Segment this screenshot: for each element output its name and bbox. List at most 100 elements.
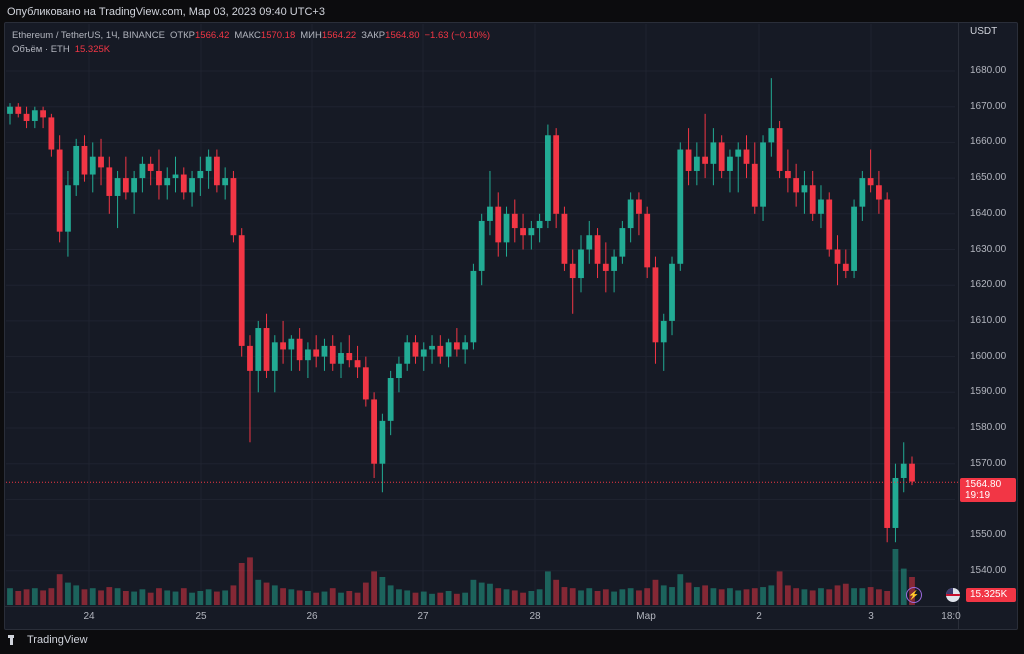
volume-bar (73, 585, 80, 605)
price-tick-label: 1630.00 (970, 243, 1007, 255)
volume-bar (867, 587, 874, 605)
volume-bar (594, 591, 601, 605)
volume-bar (718, 589, 725, 605)
candle-body (677, 149, 684, 264)
candle-body (760, 142, 766, 207)
volume-bar (784, 585, 791, 605)
candle-body (412, 342, 419, 357)
candle-body (73, 145, 80, 186)
volume-bar (156, 588, 162, 605)
candle-countdown: 19:19 (965, 490, 991, 501)
candle-body (619, 228, 626, 257)
tradingview-logo-icon (8, 635, 23, 645)
volume-bar (213, 591, 220, 605)
price-tick-label: 1540.00 (970, 564, 1007, 576)
volume-bar (65, 582, 71, 605)
candle-body (536, 220, 543, 229)
candle-body (354, 360, 361, 368)
last-price-value: 1564.80 (965, 479, 1002, 490)
candle-body (305, 349, 311, 361)
volume-bar (205, 589, 212, 605)
volume-bar (122, 591, 129, 605)
candle-body (768, 128, 775, 143)
volume-bar (859, 588, 866, 605)
volume-bar (238, 563, 245, 605)
candle-body (247, 345, 253, 371)
candle-body (437, 345, 444, 357)
candle-body (718, 142, 725, 171)
candle-body (544, 135, 551, 221)
volume-bar (627, 588, 634, 605)
volume-bar (652, 579, 659, 605)
candle-body (48, 117, 55, 150)
candle-body (296, 338, 303, 361)
volume-bar (48, 588, 55, 605)
volume-label[interactable]: Объём · ETH (12, 43, 70, 55)
candle-body (213, 156, 220, 186)
open-label: ОТКР (169, 29, 196, 41)
candle-body (594, 235, 601, 264)
last-price-tag: 1564.80 19:19 (960, 478, 1016, 502)
lightning-icon[interactable]: ⚡ (906, 587, 922, 603)
candle-body (528, 228, 535, 236)
candle-body (644, 213, 651, 268)
price-axis[interactable] (958, 22, 1017, 629)
volume-bar (338, 592, 344, 605)
volume-bar (412, 592, 419, 605)
time-tick-label: 28 (529, 611, 541, 622)
volume-bar (106, 587, 113, 605)
volume-bar (511, 590, 518, 605)
candle-body (89, 156, 96, 175)
candle-body (122, 178, 129, 193)
volume-bar (536, 589, 543, 605)
volume-bar (818, 588, 824, 605)
volume-bar (495, 588, 502, 605)
volume-bar (429, 593, 435, 605)
candle-body (362, 367, 369, 400)
candle-body (503, 213, 510, 243)
volume-bar (602, 589, 609, 605)
candle-body (818, 199, 824, 214)
candle-body (478, 220, 485, 271)
candle-body (611, 256, 617, 271)
volume-bar (834, 585, 841, 605)
volume-value: 15.325K (74, 43, 111, 55)
volume-bar (98, 590, 104, 605)
volume-bar (619, 589, 626, 605)
candle-body (487, 206, 493, 221)
candle-body (23, 113, 30, 121)
candle-body (313, 349, 320, 357)
candle-body (205, 156, 212, 171)
volume-bar (743, 589, 750, 605)
volume-bar (420, 591, 427, 605)
footer-brand[interactable]: TradingView (8, 634, 88, 646)
chart-legend: Ethereum / TetherUS, 1Ч, BINANCE ОТКР 156… (12, 28, 490, 56)
chart-frame[interactable] (4, 22, 1018, 630)
price-tick-label: 1670.00 (970, 100, 1007, 112)
price-tick-label: 1640.00 (970, 207, 1007, 219)
volume-bar (346, 591, 353, 605)
candle-body (387, 378, 394, 421)
candle-body (834, 249, 841, 264)
candle-body (842, 263, 849, 271)
volume-bar (313, 592, 320, 605)
low-label: МИН (300, 29, 322, 41)
volume-bar (809, 590, 816, 605)
volume-bar (247, 557, 253, 605)
volume-bar (453, 593, 460, 605)
volume-bar (56, 574, 63, 605)
volume-bar (727, 588, 733, 605)
symbol-label[interactable]: Ethereum / TetherUS, 1Ч, BINANCE (12, 29, 165, 41)
volume-bar (197, 591, 204, 605)
candle-body (776, 128, 783, 171)
volume-bar (884, 591, 891, 605)
volume-bar (578, 590, 584, 605)
volume-bar (189, 592, 195, 605)
volume-bar (751, 588, 758, 605)
candle-body (851, 206, 857, 271)
currency-label[interactable]: USDT (970, 26, 998, 37)
volume-bar (396, 589, 402, 605)
volume-bar (669, 587, 675, 605)
candle-body (876, 185, 882, 200)
